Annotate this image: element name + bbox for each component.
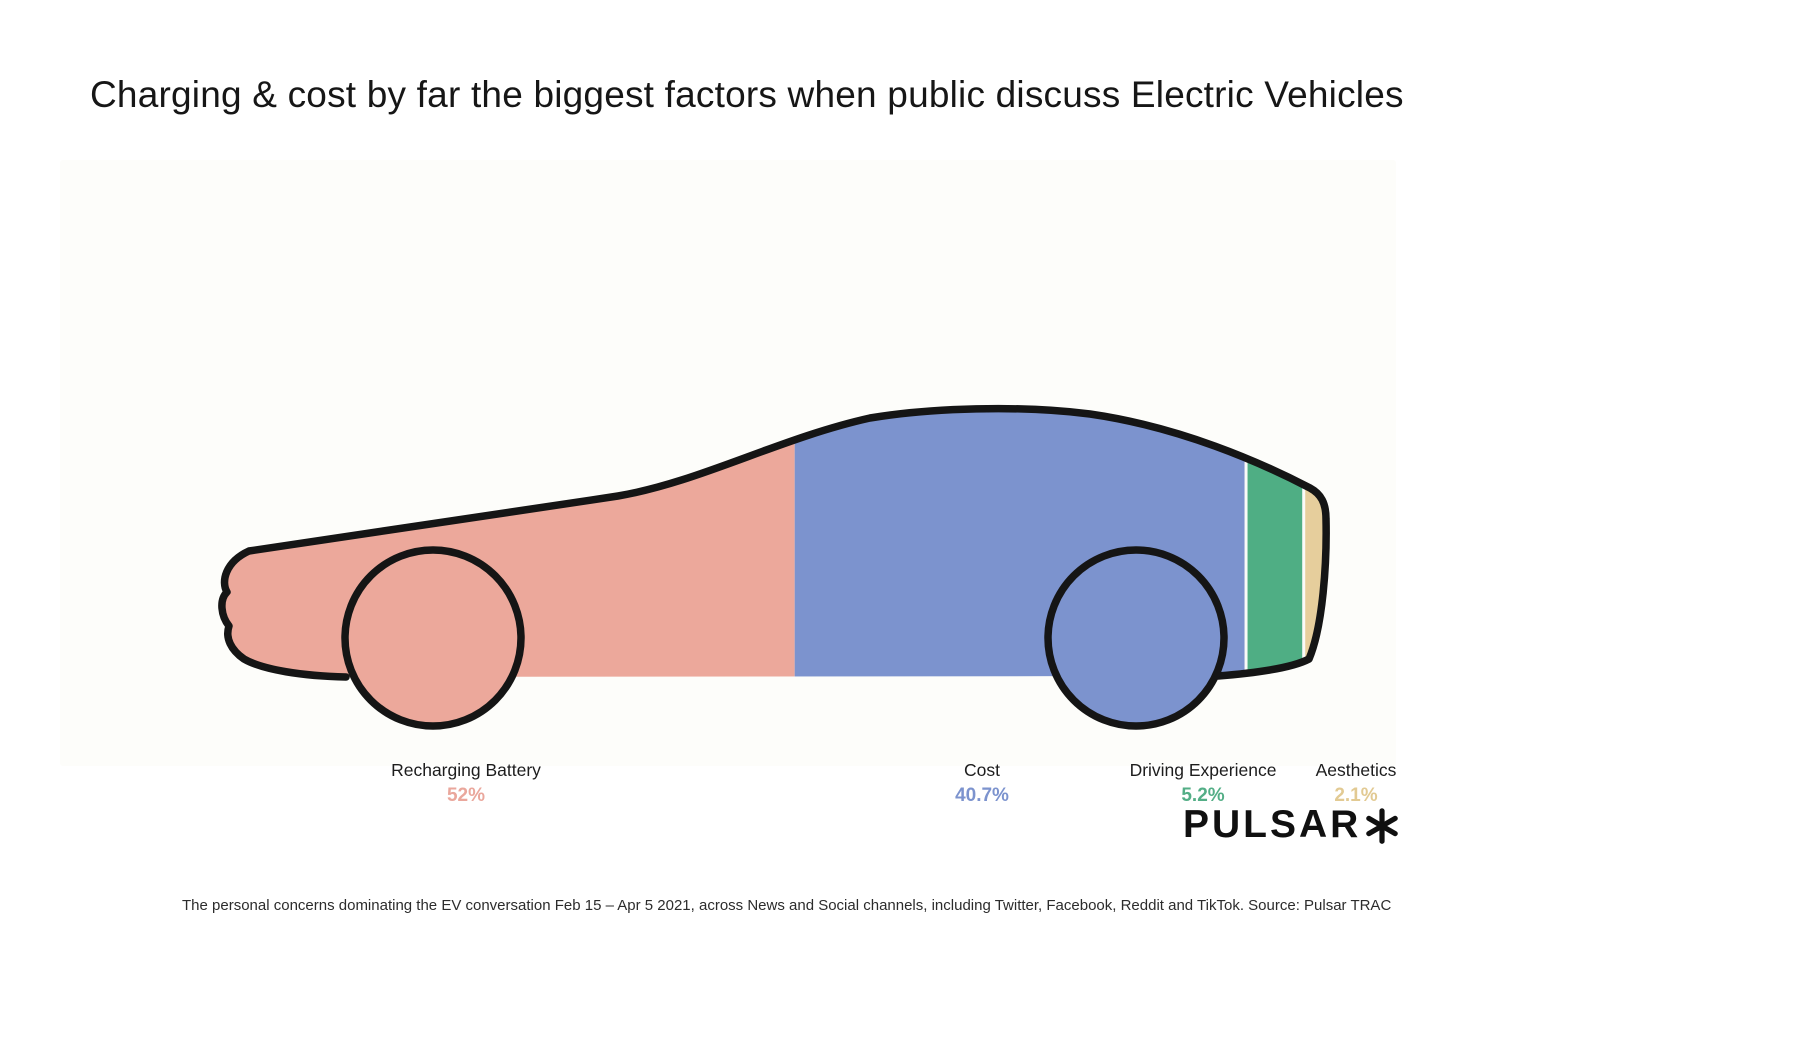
car-outline-path	[218, 404, 1330, 681]
segment-name: Recharging Battery	[391, 760, 541, 780]
pulsar-logo: PULSAR	[1183, 803, 1401, 847]
segment-name: Cost	[964, 760, 1000, 780]
segment-name: Driving Experience	[1129, 760, 1277, 780]
asterisk-icon	[1363, 807, 1401, 845]
segment-pct: 2.1%	[1334, 785, 1378, 806]
segment-name: Aesthetics	[1315, 760, 1397, 780]
car-segment	[1246, 408, 1304, 726]
ev-car-chart	[218, 404, 1330, 730]
car-segment	[794, 408, 1247, 726]
chart-footnote: The personal concerns dominating the EV …	[182, 897, 1392, 914]
logo-text: PULSAR	[1183, 803, 1362, 846]
segment-label-recharging-battery: Recharging Battery 52%	[391, 760, 541, 807]
car-segment	[1303, 408, 1327, 726]
chart-title: Charging & cost by far the biggest facto…	[90, 74, 1404, 115]
segment-label-aesthetics: Aesthetics 2.1%	[1316, 760, 1397, 807]
segment-pct: 5.2%	[1181, 785, 1225, 806]
segment-label-cost: Cost 40.7%	[955, 760, 1009, 807]
segment-pct: 40.7%	[955, 785, 1009, 806]
segment-label-driving-experience: Driving Experience 5.2%	[1130, 760, 1277, 807]
front-wheel	[341, 546, 525, 730]
rear-wheel	[1044, 546, 1228, 730]
segment-pct: 52%	[446, 785, 486, 806]
chart-panel: Recharging Battery 52% Cost 40.7% Drivin…	[60, 160, 1396, 914]
